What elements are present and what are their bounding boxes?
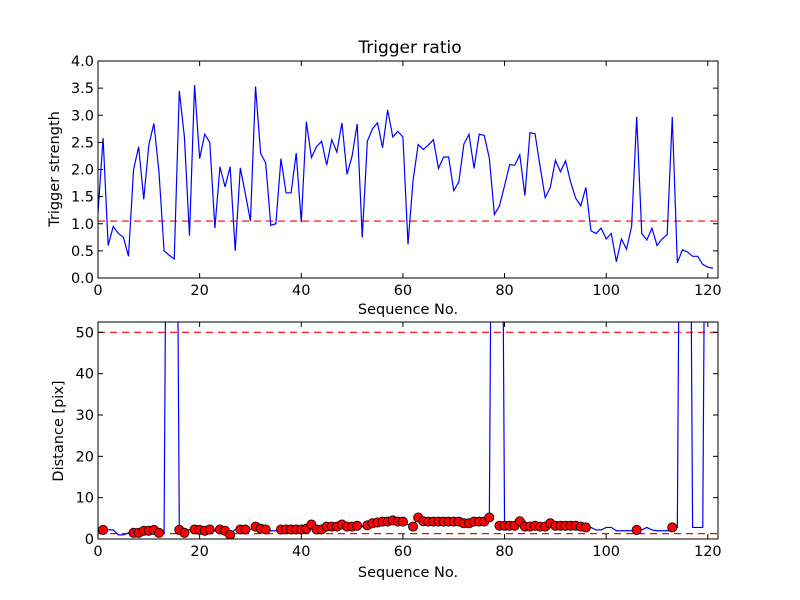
y-tick-label: 30 (76, 408, 94, 424)
plot-area (98, 84, 718, 269)
bottom-axes-frame (97, 321, 719, 540)
y-tick-label: 1.5 (71, 190, 94, 206)
data-point-marker (397, 516, 408, 527)
trigger-strength-marks (98, 84, 718, 269)
x-tick-label: 100 (592, 544, 620, 560)
y-tick-label: 3.5 (71, 81, 94, 97)
y-tick-label: 1.0 (71, 217, 94, 233)
data-point-marker (204, 524, 215, 535)
bottom-x-axis-label: Sequence No. (358, 565, 458, 581)
data-point-marker (484, 512, 495, 523)
top-y-axis-label: Trigger strength (47, 111, 63, 228)
data-point-marker (153, 527, 164, 538)
y-tick-label: 2.0 (71, 163, 94, 179)
y-tick-label: 2.5 (71, 135, 94, 151)
y-tick-label: 4.0 (71, 54, 94, 70)
y-tick-label: 0 (85, 532, 94, 548)
x-tick-label: 80 (495, 544, 513, 560)
x-tick-label: 80 (495, 283, 513, 299)
x-tick-label: 100 (592, 283, 620, 299)
data-point-marker (631, 524, 642, 535)
x-tick-label: 120 (694, 283, 722, 299)
x-tick-label: 20 (190, 283, 208, 299)
data-point-marker (352, 520, 363, 531)
x-tick-label: 60 (394, 544, 412, 560)
y-tick-label: 50 (76, 325, 94, 341)
y-tick-label: 0.0 (71, 271, 94, 287)
data-point-marker (179, 527, 190, 538)
x-tick-label: 0 (93, 283, 102, 299)
y-tick-label: 20 (76, 449, 94, 465)
data-point-marker (225, 529, 236, 539)
data-point-marker (240, 524, 251, 535)
y-tick-label: 3.0 (71, 108, 94, 124)
y-tick-label: 0.5 (71, 244, 94, 260)
bottom-y-axis-label: Distance [pix] (51, 380, 67, 481)
plot-area (98, 322, 718, 539)
y-tick-label: 10 (76, 491, 94, 507)
series-line (98, 84, 714, 269)
x-tick-label: 40 (292, 544, 310, 560)
data-point-marker (667, 522, 678, 533)
x-tick-label: 120 (694, 544, 722, 560)
bottom-axis-ticks: 0 20 40 60 80 100 120 0 10 20 30 40 50 (76, 322, 722, 560)
data-point-marker (580, 522, 591, 533)
data-point-marker (260, 524, 271, 535)
x-tick-label: 0 (93, 544, 102, 560)
x-tick-label: 60 (394, 283, 412, 299)
data-point-marker (98, 524, 109, 535)
trigger-strength-panel: 0 20 40 60 80 100 120 0.0 0.5 1.0 1.5 2.0 2.5 3.0 3.5 4… (47, 54, 722, 318)
data-point-marker (408, 521, 419, 532)
y-tick-label: 40 (76, 367, 94, 383)
x-tick-label: 40 (292, 283, 310, 299)
distance-marks (98, 322, 718, 539)
top-x-axis-label: Sequence No. (358, 302, 458, 318)
top-axis-ticks: 0 20 40 60 80 100 120 0.0 0.5 1.0 1.5 2.0 2.5 3.0 3.5 4… (71, 54, 722, 299)
x-tick-label: 20 (190, 544, 208, 560)
top-chart-title: Trigger ratio (357, 38, 461, 58)
